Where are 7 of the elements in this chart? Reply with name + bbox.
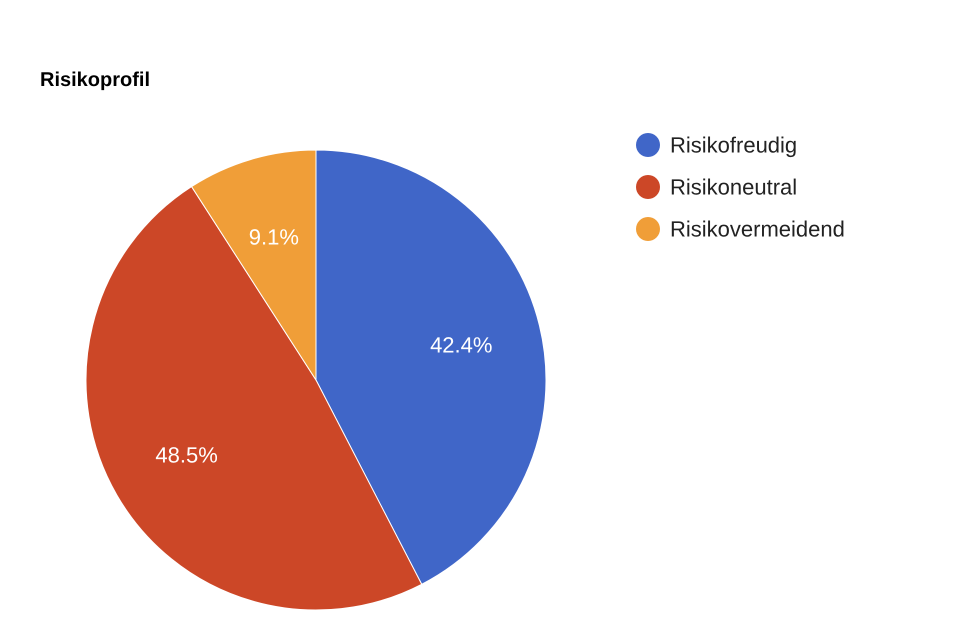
legend-label: Risikoneutral [670, 174, 798, 200]
data-label: 48.5% [155, 442, 218, 468]
legend-label: Risikovermeidend [670, 216, 845, 242]
chart-title: Risikoprofil [40, 69, 150, 91]
data-label: 9.1% [248, 224, 299, 250]
legend-label: Risikofreudig [670, 132, 798, 158]
data-label: 42.4% [430, 332, 492, 358]
